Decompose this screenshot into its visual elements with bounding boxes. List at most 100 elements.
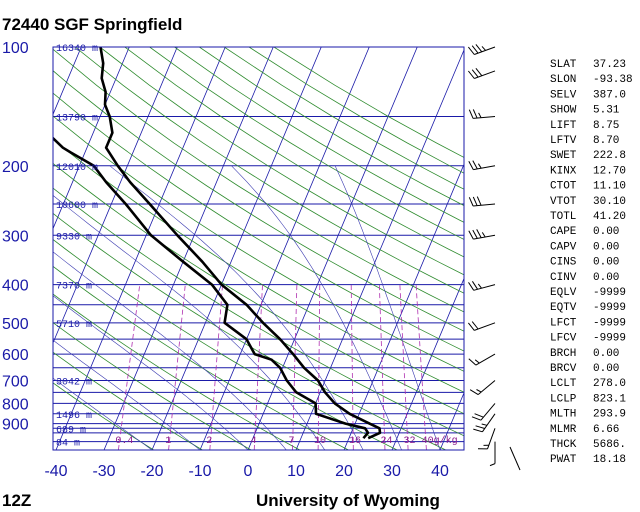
wind-barb-staff [474, 322, 496, 331]
index-value: 293.9 [593, 409, 626, 421]
height-label: 10600 m [56, 201, 98, 212]
height-label: 689 m [56, 425, 86, 436]
index-row: LFCT -9999 [550, 317, 626, 329]
dry-adiabat-line [99, 47, 464, 276]
chart-title: 72440 SGF Springfield [2, 15, 182, 34]
index-value: -9999 [593, 302, 626, 314]
wind-barb-flag [468, 161, 474, 170]
dry-adiabat-line [53, 162, 464, 415]
wind-barb-flag [472, 196, 478, 206]
index-value: 823.1 [593, 393, 626, 405]
wind-barb-half-flag [477, 163, 482, 169]
wind-barb-flag [468, 230, 474, 240]
mixing-ratio-line [399, 284, 409, 450]
dry-adiabat-line [53, 92, 464, 352]
index-label: SLON [550, 74, 576, 86]
temperature-tick-label: 40 [431, 463, 449, 480]
index-label: BRCV [550, 363, 577, 375]
index-value: -9999 [593, 287, 626, 299]
index-row: TOTL 41.20 [550, 211, 626, 223]
wind-barb-flag [471, 321, 479, 330]
plot-frame [52, 46, 465, 451]
index-value: 41.20 [593, 211, 626, 223]
index-label: PWAT [550, 454, 577, 466]
isotherm-line [391, 277, 464, 450]
index-value: 0.00 [593, 241, 619, 253]
dry-adiabat-line [53, 322, 252, 450]
temperature-trace [99, 47, 382, 440]
pressure-tick-label: 600 [2, 347, 29, 364]
wind-barb-flag [475, 44, 483, 53]
height-label: 16340 m [56, 44, 98, 55]
index-row: SELV 387.0 [550, 89, 626, 101]
moist-adiabat-line [53, 377, 153, 450]
index-value: 30.10 [593, 196, 626, 208]
wind-barb [468, 229, 496, 240]
mixing-ratio-line [168, 284, 186, 450]
index-label: LFTV [550, 135, 577, 147]
wind-barb [469, 380, 496, 396]
wind-barb-half-flag [489, 463, 496, 467]
index-row: LIFT 8.75 [550, 120, 619, 132]
dry-adiabat-line [53, 293, 300, 450]
dry-adiabat-line [53, 187, 464, 437]
index-label: VTOT [550, 196, 577, 208]
index-value: 0.00 [593, 363, 619, 375]
index-label: CTOT [550, 181, 577, 193]
index-label: SLAT [550, 59, 577, 71]
index-row: EQLV -9999 [550, 287, 626, 299]
index-label: TOTL [550, 211, 576, 223]
height-label: 13790 m [56, 114, 98, 125]
dry-adiabat-line [53, 351, 203, 450]
temperature-tick-label: -20 [140, 463, 163, 480]
height-label: 9330 m [56, 232, 92, 243]
index-row: EQTV -9999 [550, 302, 626, 314]
index-label: KINX [550, 165, 577, 177]
moist-adiabat-line [334, 165, 441, 450]
mixing-ratio-label: 40g/kg [422, 435, 458, 447]
dry-adiabat-line [53, 115, 464, 372]
wind-barb [468, 353, 496, 366]
index-value: 12.70 [593, 165, 626, 177]
index-value: 6.66 [593, 424, 619, 436]
moist-adiabat-line [53, 295, 249, 450]
mixing-ratio-label: 24 [381, 436, 393, 447]
mixing-ratio-line [378, 284, 386, 450]
dry-adiabat-line [53, 238, 398, 450]
wind-barb-half-flag [481, 423, 488, 426]
index-value: 8.75 [593, 120, 619, 132]
index-value: -9999 [593, 317, 626, 329]
pressure-tick-label: 100 [2, 40, 29, 57]
index-row: CAPV 0.00 [550, 241, 619, 253]
wind-barb [468, 44, 496, 55]
indices-panel: SLAT 37.23 SLON -93.38 SELV 387.0 SHOW 5.31 LIFT… [550, 59, 633, 466]
height-label: 12010 m [56, 163, 98, 174]
index-value: 18.18 [593, 454, 626, 466]
moist-adiabat-line [109, 165, 364, 450]
dry-adiabat-line [53, 212, 446, 450]
wind-barb-flag [468, 46, 475, 55]
dry-adiabat-line [53, 138, 464, 393]
wind-barb-staff [487, 428, 496, 450]
index-row: CTOT 11.10 [550, 181, 626, 193]
wind-barb [471, 403, 496, 421]
index-label: LCLT [550, 378, 577, 390]
index-row: LCLT 278.0 [550, 378, 626, 390]
index-row: CINV 0.00 [550, 272, 619, 284]
mixing-ratio-label: 10 [314, 436, 326, 447]
height-label: 84 m [56, 439, 80, 450]
wind-barb [489, 441, 496, 467]
mixing-ratio-line [350, 284, 354, 450]
mixing-ratio-line [253, 284, 263, 450]
isotherm-line [53, 47, 178, 344]
wind-barb-flag [475, 425, 485, 429]
isotherm-line [199, 47, 370, 450]
mixing-ratio-line [118, 284, 141, 450]
index-row: MLMR 6.66 [550, 424, 619, 436]
index-value: 0.00 [593, 348, 619, 360]
mixing-ratio-label: 32 [404, 436, 416, 447]
wind-barb-staff [475, 353, 496, 366]
index-label: LIFT [550, 120, 577, 132]
time-label: 12Z [2, 491, 31, 510]
temperature-tick-label: -30 [92, 463, 115, 480]
